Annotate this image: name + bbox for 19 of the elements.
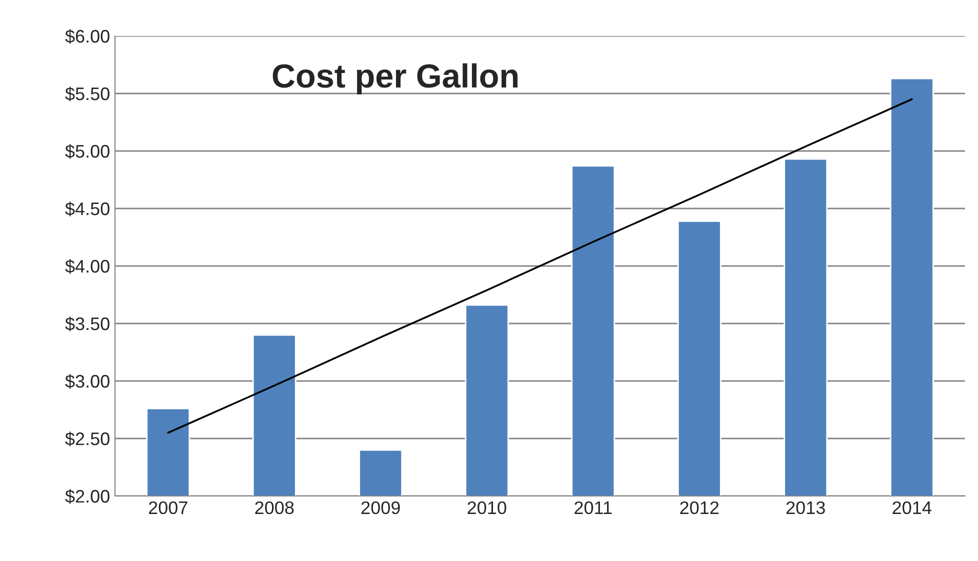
text: Cost per Gallon — [272, 63, 518, 94]
x-tick-label: 2013 — [786, 501, 825, 514]
y-tick-label: $3.50 — [65, 316, 110, 332]
y-tick-label: $5.50 — [65, 86, 110, 102]
x-tick-label: 2011 — [574, 501, 612, 514]
y-tick-label: $4.50 — [65, 202, 110, 216]
x-tick-label: 2008 — [255, 501, 294, 514]
y-tick-label: $6.00 — [65, 29, 110, 44]
x-tick-label: 2012 — [680, 501, 719, 514]
y-tick-label: $2.00 — [65, 489, 110, 504]
x-tick-label: 2014 — [892, 501, 932, 514]
y-tick-label: $5.00 — [65, 144, 110, 159]
y-tick-label: $2.50 — [65, 432, 110, 446]
x-tick-label: 2009 — [361, 501, 400, 514]
line-series — [167, 98, 913, 434]
x-tick-label: 2007 — [148, 501, 188, 514]
x-tick-label: 2010 — [468, 501, 506, 514]
y-tick-label: $3.00 — [65, 374, 110, 389]
y-tick-label: $4.00 — [65, 259, 110, 274]
